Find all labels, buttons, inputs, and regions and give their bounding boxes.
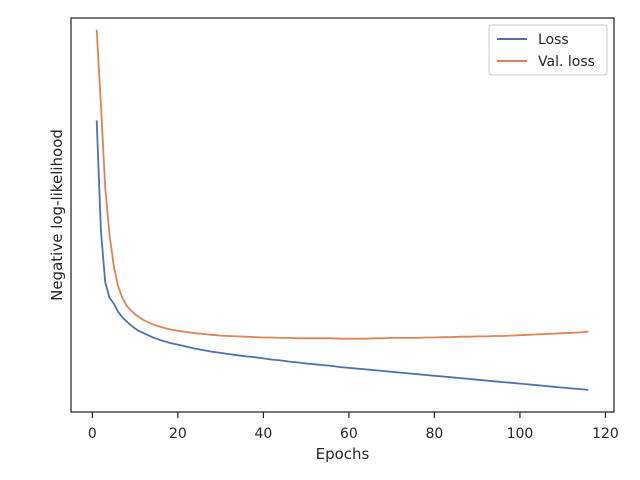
x-tick-label: 120	[592, 426, 619, 442]
x-tick-label: 40	[254, 426, 272, 442]
y-axis-label: Negative log-likelihood	[48, 129, 66, 301]
x-tick-label: 80	[426, 426, 444, 442]
x-tick-label: 100	[507, 426, 534, 442]
plot-area	[95, 29, 589, 391]
x-axis-label: Epochs	[316, 445, 370, 463]
legend: Loss Val. loss	[488, 24, 608, 76]
legend-label-val-loss: Val. loss	[538, 54, 595, 70]
series-line-val-loss	[95, 29, 589, 340]
legend-box	[488, 24, 608, 76]
series-line-loss	[95, 120, 589, 391]
legend-label-loss: Loss	[538, 32, 569, 48]
x-tick-label: 60	[340, 426, 358, 442]
x-tick-label: 20	[169, 426, 187, 442]
axes-frame	[70, 17, 615, 413]
x-axis-ticks: 0 20 40 60 80 100 120	[88, 412, 619, 442]
x-tick-label: 0	[88, 426, 97, 442]
